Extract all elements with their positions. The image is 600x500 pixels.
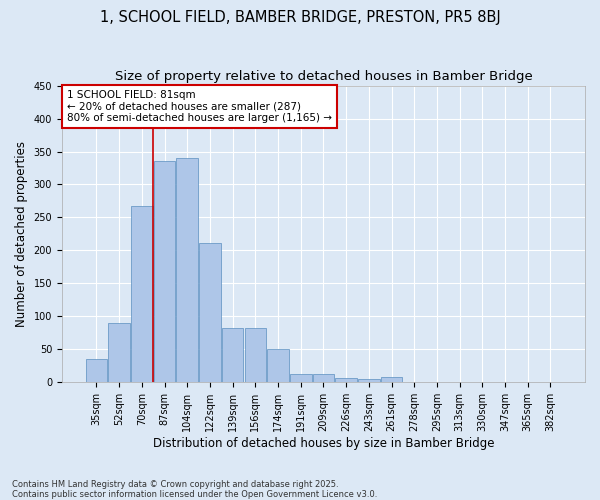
Bar <box>154 162 175 382</box>
Bar <box>381 377 403 382</box>
Text: 1 SCHOOL FIELD: 81sqm
← 20% of detached houses are smaller (287)
80% of semi-det: 1 SCHOOL FIELD: 81sqm ← 20% of detached … <box>67 90 332 123</box>
Bar <box>335 378 357 382</box>
Bar <box>131 206 152 382</box>
Text: 1, SCHOOL FIELD, BAMBER BRIDGE, PRESTON, PR5 8BJ: 1, SCHOOL FIELD, BAMBER BRIDGE, PRESTON,… <box>100 10 500 25</box>
Bar <box>290 374 311 382</box>
Text: Contains HM Land Registry data © Crown copyright and database right 2025.
Contai: Contains HM Land Registry data © Crown c… <box>12 480 377 499</box>
Bar <box>86 360 107 382</box>
X-axis label: Distribution of detached houses by size in Bamber Bridge: Distribution of detached houses by size … <box>153 437 494 450</box>
Bar <box>267 350 289 382</box>
Bar <box>176 158 198 382</box>
Bar <box>245 328 266 382</box>
Y-axis label: Number of detached properties: Number of detached properties <box>15 141 28 327</box>
Bar <box>222 328 244 382</box>
Title: Size of property relative to detached houses in Bamber Bridge: Size of property relative to detached ho… <box>115 70 532 83</box>
Bar <box>109 323 130 382</box>
Bar <box>358 379 380 382</box>
Bar <box>313 374 334 382</box>
Bar <box>199 242 221 382</box>
